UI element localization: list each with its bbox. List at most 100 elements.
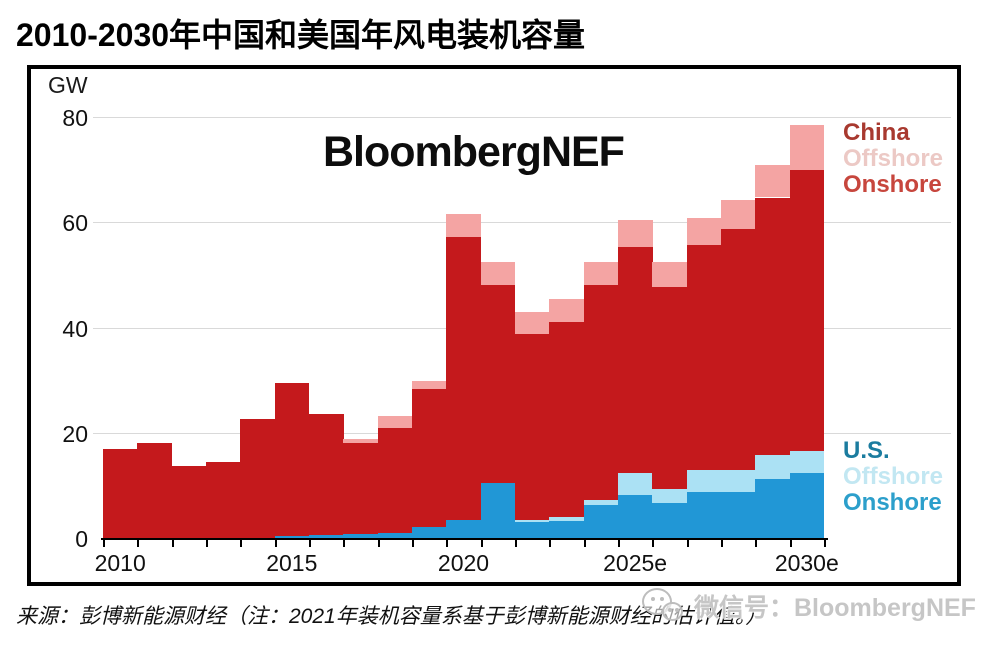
- bar-segment-china-onshore-2020: [446, 237, 482, 521]
- x-axis-tick: [549, 540, 552, 547]
- bar-segment-china-offshore-2028: [720, 200, 756, 229]
- y-tick-label: 20: [62, 420, 88, 447]
- x-axis-tick: [686, 540, 689, 547]
- bar-segment-china-offshore-2021: [480, 261, 516, 285]
- bar-segment-china-offshore-2022: [515, 311, 550, 335]
- bar-segment-china-offshore-2019: [412, 381, 447, 390]
- bar-segment-china-onshore-2027: [686, 244, 722, 471]
- x-axis-tick: [137, 540, 140, 547]
- bar-segment-u-s-offshore-2024: [583, 500, 619, 506]
- gridline: [93, 117, 951, 118]
- wechat-label: 微信号：BloombergNEF: [694, 594, 976, 622]
- bar-segment-u-s-onshore-2018: [377, 532, 413, 538]
- bar-segment-u-s-offshore-2028: [720, 470, 756, 493]
- bar-segment-china-offshore-2018: [377, 415, 413, 428]
- bar-segment-china-onshore-2019: [412, 389, 447, 527]
- x-axis-tick: [343, 540, 346, 547]
- y-tick-label: 60: [62, 210, 88, 237]
- bar-segment-china-onshore-2029: [755, 197, 791, 456]
- bar-segment-china-onshore-2024: [583, 284, 619, 501]
- bar-segment-u-s-offshore-2027: [686, 470, 722, 493]
- x-tick-label-2030: 2030e: [774, 550, 839, 576]
- x-tick-label-2025: 2025e: [603, 550, 668, 576]
- x-axis-tick: [412, 540, 414, 547]
- bar-segment-china-offshore-2017: [343, 438, 379, 443]
- y-axis-unit-label: GW: [48, 72, 88, 98]
- bar-segment-china-onshore-2012: [171, 466, 207, 538]
- y-tick-label: 80: [62, 105, 88, 131]
- x-axis-tick: [240, 540, 243, 547]
- bar-segment-china-onshore-2018: [377, 428, 413, 533]
- x-axis-tick: [617, 540, 620, 547]
- legend-china-onshore: Onshore: [843, 171, 942, 198]
- bar-segment-u-s-onshore-2019: [412, 526, 447, 538]
- x-axis-tick: [720, 540, 723, 547]
- bar-segment-china-offshore-2023: [549, 298, 585, 322]
- bar-segment-china-offshore-2030: [789, 124, 825, 170]
- legend-us: U.S. Offshore Onshore: [843, 438, 943, 516]
- y-tick-label: 0: [75, 526, 88, 552]
- bar-segment-u-s-offshore-2030: [789, 450, 825, 474]
- bar-segment-u-s-onshore-2026: [652, 503, 688, 538]
- legend-us-offshore: Offshore: [843, 463, 944, 490]
- bar-segment-u-s-onshore-2029: [755, 478, 791, 538]
- bar-segment-china-offshore-2026: [652, 261, 688, 287]
- x-axis-tick: [480, 540, 483, 547]
- bar-segment-u-s-offshore-2029: [755, 455, 791, 479]
- bar-segment-china-onshore-2014: [240, 419, 276, 538]
- bar-segment-china-onshore-2010: [103, 448, 138, 538]
- y-tick-label: 40: [62, 315, 88, 342]
- x-axis-tick: [789, 540, 792, 547]
- bar-segment-china-onshore-2025: [617, 247, 653, 474]
- gridline: [93, 222, 951, 224]
- x-axis-tick: [515, 540, 517, 547]
- x-axis-tick: [274, 540, 277, 547]
- x-axis-line: [101, 538, 828, 540]
- legend-us-title: U.S.: [843, 437, 890, 464]
- bar-segment-u-s-onshore-2028: [720, 492, 756, 538]
- bar-segment-china-onshore-2017: [343, 442, 379, 535]
- bar-segment-china-offshore-2029: [755, 164, 791, 198]
- bar-segment-china-offshore-2020: [446, 214, 482, 237]
- bloombergnef-watermark: BloombergNEF: [323, 128, 625, 176]
- bar-segment-china-onshore-2026: [652, 287, 688, 489]
- bar-segment-china-onshore-2013: [206, 461, 241, 538]
- legend-china-title: China: [843, 119, 910, 146]
- bar-segment-china-onshore-2028: [720, 229, 756, 471]
- bar-segment-china-onshore-2015: [274, 383, 310, 537]
- bar-segment-china-onshore-2030: [789, 169, 825, 451]
- bar-segment-china-onshore-2023: [549, 321, 585, 517]
- bar-segment-u-s-onshore-2027: [686, 492, 722, 538]
- x-axis-tick: [446, 540, 449, 547]
- bar-segment-u-s-onshore-2023: [549, 520, 585, 538]
- x-axis-tick: [823, 540, 826, 547]
- bar-segment-china-offshore-2024: [583, 261, 619, 285]
- bar-segment-u-s-onshore-2016: [309, 535, 344, 538]
- x-axis-tick: [377, 540, 380, 547]
- legend-us-onshore: Onshore: [843, 489, 942, 516]
- x-axis-tick: [755, 540, 758, 547]
- bar-segment-u-s-onshore-2024: [583, 505, 619, 538]
- page-title: 2010-2030年中国和美国年风电装机容量: [16, 17, 586, 53]
- bar-segment-china-onshore-2022: [515, 334, 550, 521]
- x-axis-tick: [206, 540, 208, 547]
- bar-segment-u-s-offshore-2026: [652, 488, 688, 504]
- bar-segment-u-s-offshore-2022: [515, 520, 550, 523]
- x-axis-tick: [309, 540, 311, 547]
- bar-segment-u-s-offshore-2023: [549, 516, 585, 521]
- x-axis-tick: [652, 540, 655, 547]
- bar-segment-u-s-onshore-2015: [274, 536, 310, 538]
- legend-china-offshore: Offshore: [843, 145, 944, 172]
- x-tick-label-2015: 2015: [266, 550, 318, 576]
- wechat-icon: [640, 586, 686, 626]
- x-axis-tick: [583, 540, 586, 547]
- bar-segment-u-s-offshore-2025: [617, 473, 653, 496]
- bar-segment-u-s-onshore-2021: [480, 483, 516, 538]
- bar-segment-u-s-onshore-2020: [446, 520, 482, 538]
- x-axis-tick: [171, 540, 174, 547]
- bar-segment-china-onshore-2021: [480, 284, 516, 484]
- bar-segment-china-offshore-2025: [617, 220, 653, 247]
- legend-china: China Offshore Onshore: [843, 120, 943, 198]
- bar-segment-u-s-onshore-2030: [789, 473, 825, 538]
- chart-card: GW 0 20 40 60 80 2010 2015 2020 2025e 2030e Bloom…: [27, 65, 961, 586]
